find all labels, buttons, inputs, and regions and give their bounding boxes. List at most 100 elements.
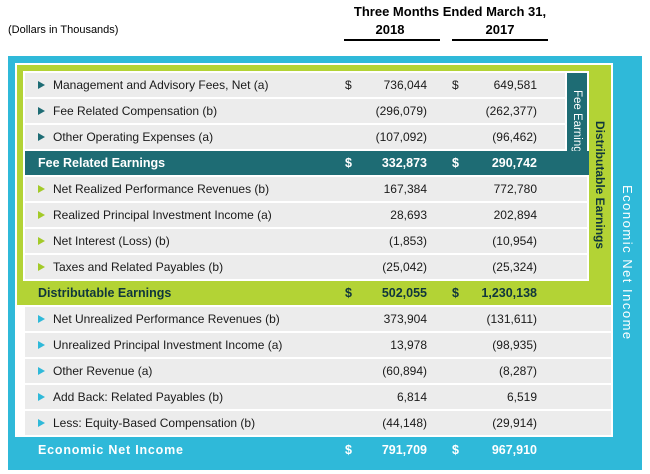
col-2017: 6,519 (452, 390, 537, 404)
row-label: Net Unrealized Performance Revenues (b) (53, 312, 280, 326)
col-2017: 772,780 (452, 182, 537, 196)
col-2018: $502,055 (345, 286, 427, 300)
value-2018: 28,693 (390, 208, 427, 222)
dollar-sign: $ (452, 78, 459, 92)
col-2018: 28,693 (345, 208, 427, 222)
value-2017: 967,910 (491, 443, 537, 457)
total-row-fee-related-earnings: Fee Related Earnings $332,873 $290,742 (25, 151, 589, 175)
distributable-earnings-side-strip: Distributable Earnings (589, 65, 611, 305)
col-2018: (107,092) (345, 130, 427, 144)
col-2018: (60,894) (345, 364, 427, 378)
col-2018: 13,978 (345, 338, 427, 352)
triangle-bullet-icon (38, 315, 45, 323)
col-2017: $649,581 (452, 78, 537, 92)
value-2018: 502,055 (381, 286, 427, 300)
year-column-header-2018: 2018 (375, 22, 405, 37)
row-label: Net Interest (Loss) (b) (53, 234, 170, 248)
value-2017: (96,462) (492, 130, 537, 144)
year-column-header-2017: 2017 (485, 22, 515, 37)
col-2018: $791,709 (345, 443, 427, 457)
value-2018: (107,092) (375, 130, 427, 144)
value-2017: (10,954) (492, 234, 537, 248)
table-row: Fee Related Compensation (b) (296,079) (… (25, 99, 565, 123)
value-2017: (8,287) (498, 364, 537, 378)
triangle-bullet-icon (38, 419, 45, 427)
value-2017: 772,780 (493, 182, 537, 196)
col-2018: (25,042) (345, 260, 427, 274)
table-row: Other Revenue (a) (60,894) (8,287) (25, 359, 611, 383)
table-row: Realized Principal Investment Income (a)… (25, 203, 587, 227)
triangle-bullet-icon (38, 237, 45, 245)
col-2018: (44,148) (345, 416, 427, 430)
dollar-sign: $ (452, 156, 459, 170)
row-label: Economic Net Income (38, 443, 184, 457)
col-2018: (1,853) (345, 234, 427, 248)
col-2018: 6,814 (345, 390, 427, 404)
table-row: Management and Advisory Fees, Net (a) $7… (25, 73, 565, 97)
table-row: Taxes and Related Payables (b) (25,042) … (25, 255, 587, 279)
row-label: Taxes and Related Payables (b) (53, 260, 224, 274)
units-note: (Dollars in Thousands) (8, 24, 119, 36)
value-2017: (131,611) (486, 312, 537, 326)
row-label: Other Revenue (a) (53, 364, 153, 378)
table-row: Net Unrealized Performance Revenues (b) … (25, 307, 611, 331)
economic-net-income-row-background (15, 437, 613, 463)
value-2018: 332,873 (381, 156, 427, 170)
value-2017: 649,581 (493, 78, 537, 92)
total-row-economic-net-income: Economic Net Income $791,709 $967,910 (25, 438, 611, 462)
triangle-bullet-icon (38, 211, 45, 219)
col-2017: (96,462) (452, 130, 537, 144)
col-2017: (262,377) (452, 104, 537, 118)
value-2018: (25,042) (382, 260, 427, 274)
value-2017: (29,914) (492, 416, 537, 430)
col-2018: $736,044 (345, 78, 427, 92)
row-label: Management and Advisory Fees, Net (a) (53, 78, 269, 92)
value-2017: (25,324) (492, 260, 537, 274)
value-2018: (1,853) (388, 234, 427, 248)
triangle-bullet-icon (38, 367, 45, 375)
value-2017: 6,519 (506, 390, 537, 404)
row-label: Unrealized Principal Investment Income (… (53, 338, 283, 352)
economic-net-income-side-label: Economic Net Income (620, 185, 635, 341)
triangle-bullet-icon (38, 107, 45, 115)
triangle-bullet-icon (38, 81, 45, 89)
dollar-sign: $ (345, 156, 352, 170)
col-2018: 373,904 (345, 312, 427, 326)
economic-net-income-side-strip: Economic Net Income (613, 56, 642, 470)
col-2017: (29,914) (452, 416, 537, 430)
col-2018: $332,873 (345, 156, 427, 170)
total-row-distributable-earnings: Distributable Earnings $502,055 $1,230,1… (25, 281, 611, 305)
fee-earnings-frame (567, 73, 587, 175)
value-2018: 13,978 (390, 338, 427, 352)
value-2017: 202,894 (493, 208, 537, 222)
triangle-bullet-icon (38, 341, 45, 349)
col-2017: $967,910 (452, 443, 537, 457)
dollar-sign: $ (452, 443, 459, 457)
row-label: Distributable Earnings (38, 286, 172, 300)
table-row: Other Operating Expenses (a) (107,092) (… (25, 125, 565, 149)
fee-earnings-side-strip: Fee Earnings (567, 73, 587, 175)
table-row: Less: Equity-Based Compensation (b) (44,… (25, 411, 611, 435)
col-2017: 202,894 (452, 208, 537, 222)
dollar-sign: $ (452, 286, 459, 300)
col-2018: (296,079) (345, 104, 427, 118)
row-label: Fee Related Compensation (b) (53, 104, 218, 118)
underline-2017 (452, 39, 548, 41)
col-2017: (8,287) (452, 364, 537, 378)
table-row: Unrealized Principal Investment Income (… (25, 333, 611, 357)
value-2018: 373,904 (383, 312, 427, 326)
triangle-bullet-icon (38, 133, 45, 141)
value-2017: (262,377) (485, 104, 537, 118)
col-2017: (25,324) (452, 260, 537, 274)
triangle-bullet-icon (38, 185, 45, 193)
row-label: Fee Related Earnings (38, 156, 166, 170)
distributable-earnings-side-label: Distributable Earnings (593, 120, 607, 250)
col-2017: $1,230,138 (452, 286, 537, 300)
col-2017: (131,611) (452, 312, 537, 326)
row-label: Realized Principal Investment Income (a) (53, 208, 272, 222)
table-row: Add Back: Related Payables (b) 6,814 6,5… (25, 385, 611, 409)
value-2018: (60,894) (382, 364, 427, 378)
dollar-sign: $ (345, 443, 352, 457)
table-row: Net Realized Performance Revenues (b) 16… (25, 177, 587, 201)
